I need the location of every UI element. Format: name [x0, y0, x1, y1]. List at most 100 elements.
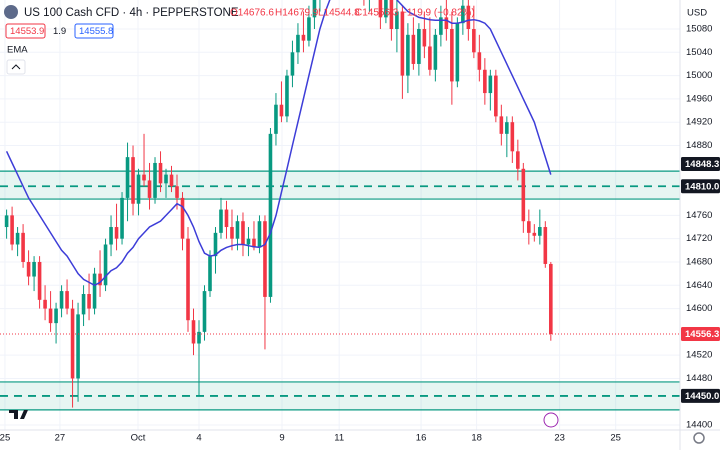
- candle-body: [400, 11, 405, 76]
- candle-body: [384, 0, 388, 18]
- candle-body: [197, 331, 201, 344]
- candle-body: [252, 238, 256, 248]
- x-tick-label: Oct: [131, 433, 146, 444]
- candle-body: [43, 299, 47, 309]
- zone: [0, 171, 680, 200]
- candle-body: [455, 23, 460, 82]
- candle-body: [32, 261, 36, 277]
- candle-body: [103, 244, 108, 286]
- candle-body: [301, 34, 306, 41]
- candle-body: [241, 221, 245, 245]
- y-tick-label: 14680: [686, 256, 712, 267]
- symbol-logo: [4, 5, 18, 19]
- price-tag: [681, 156, 720, 171]
- candle-body: [21, 232, 25, 262]
- price-tag: [681, 179, 720, 194]
- y-tick-label: 15000: [686, 70, 712, 81]
- candle-body: [136, 174, 141, 204]
- candle-body: [120, 197, 124, 239]
- candle-body: [285, 75, 289, 117]
- header: US 100 Cash CFD · 4h · PEPPERSTONE O1467…: [4, 5, 707, 75]
- candle-body: [142, 174, 146, 181]
- price-tag-label: 14848.3: [685, 159, 719, 170]
- candle-body: [54, 308, 58, 324]
- candle-body: [81, 294, 86, 315]
- collapse-button[interactable]: [6, 59, 26, 75]
- candle-body: [488, 75, 493, 94]
- candle-body: [450, 29, 454, 82]
- candle-body: [499, 116, 504, 134]
- candle-body: [59, 291, 64, 309]
- sell-button[interactable]: [5, 23, 46, 39]
- candle-body: [230, 227, 234, 239]
- legend-value: L14544.8: [318, 8, 360, 19]
- candle-body: [296, 34, 300, 53]
- spread: 1.9: [53, 26, 66, 37]
- x-tick-label: 25: [610, 433, 621, 444]
- candle-body: [279, 104, 284, 117]
- ema-line: [5, 0, 552, 287]
- x-tick-label: 18: [471, 433, 482, 444]
- candle-body: [235, 221, 240, 239]
- candle-body: [48, 308, 53, 324]
- price-tag: [681, 327, 720, 342]
- candle-body: [472, 29, 476, 53]
- candle-body: [131, 157, 135, 204]
- candle-body: [147, 180, 152, 198]
- price-tag-label: 14450.0: [685, 391, 719, 402]
- candle-body: [389, 0, 394, 30]
- y-tick-label: 15080: [686, 24, 712, 35]
- candle-body: [92, 273, 97, 309]
- candle-body: [246, 238, 251, 245]
- events-icon[interactable]: [543, 412, 559, 428]
- candle-body: [477, 52, 482, 70]
- candle-body: [70, 308, 75, 379]
- candle-body: [428, 46, 432, 70]
- candle-body: [76, 314, 80, 379]
- candle-body: [312, 0, 317, 18]
- candle-body: [406, 34, 410, 76]
- x-tick-label: 11: [334, 433, 344, 444]
- candle-body: [411, 34, 416, 64]
- legend-value: C14556.3: [355, 8, 399, 19]
- x-tick-label: 4: [196, 433, 201, 444]
- candle-body: [274, 104, 278, 134]
- candle-body: [538, 227, 542, 236]
- candle-body: [213, 232, 218, 257]
- candle-body: [439, 17, 443, 35]
- y-tick-label: 14480: [686, 373, 712, 384]
- candle-body: [175, 186, 179, 198]
- candle-body: [417, 29, 421, 64]
- candle-body: [466, 5, 471, 30]
- grid: [0, 0, 680, 430]
- candle-body: [444, 17, 449, 30]
- y-tick-label: 14400: [686, 420, 712, 431]
- chevron-icon: [11, 64, 21, 70]
- candle-body: [224, 209, 229, 228]
- x-tick-label: 25: [0, 433, 10, 444]
- axes: 15080 15040 15000 14960 14920 14880 14760 14720…: [0, 24, 720, 444]
- candle-body: [521, 168, 526, 222]
- candle-body: [114, 227, 119, 239]
- candle-body: [15, 232, 20, 245]
- candle-body: [378, 0, 383, 18]
- candle-body: [153, 162, 157, 198]
- candle-body: [516, 151, 520, 169]
- candle-body: [65, 291, 69, 309]
- candle-body: [164, 174, 168, 184]
- candle-body: [257, 221, 262, 248]
- y-tick-label: 14960: [686, 93, 712, 104]
- candle-body: [169, 174, 174, 187]
- y-tick-label: 14600: [686, 303, 712, 314]
- candle-body: [125, 157, 130, 198]
- candle-body: [395, 11, 399, 30]
- settings-icon[interactable]: [693, 432, 705, 444]
- plot-area: [0, 0, 680, 411]
- candle-body: [219, 209, 223, 233]
- buy-button[interactable]: [74, 23, 114, 39]
- y-tick-label: 14760: [686, 210, 712, 221]
- candle-body: [98, 273, 102, 286]
- y-tick-label: 14720: [686, 233, 712, 244]
- candle-body: [494, 75, 498, 117]
